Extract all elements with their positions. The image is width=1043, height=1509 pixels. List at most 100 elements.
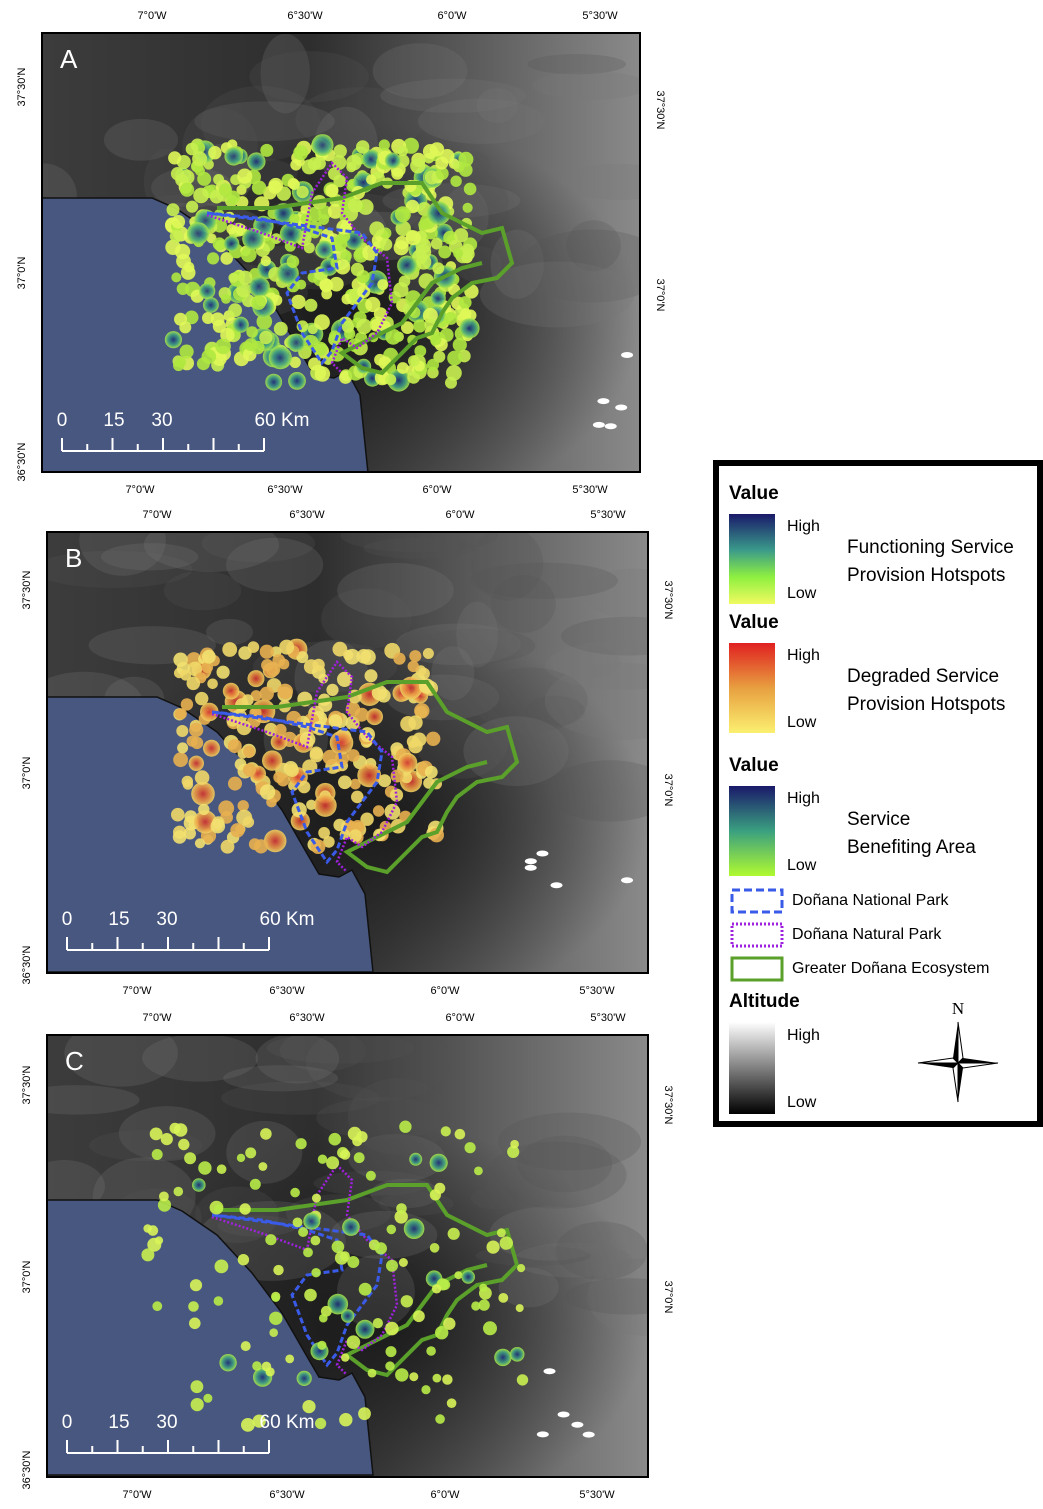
hotspot-dot (228, 739, 242, 753)
bottom-tick-label: 7°0'W (122, 985, 152, 997)
hotspot-dot (347, 1335, 361, 1349)
hotspot-dot (395, 1368, 408, 1381)
top-tick-label: 6°30'W (289, 1012, 325, 1024)
right-tick-label: 37°30'N (662, 581, 674, 620)
hotspot-dot (386, 1346, 397, 1357)
hotspot-dot (432, 262, 444, 274)
legend-label: Functioning Service (847, 537, 1014, 558)
hotspot-dot (430, 1154, 448, 1172)
hotspot-dot (312, 134, 334, 156)
hotspot-dot (414, 345, 426, 357)
map-panel: B0153060 Km (24, 505, 700, 973)
hotspot-dot (348, 198, 363, 213)
hotspot-dot (286, 764, 299, 777)
hotspot-dot (141, 1248, 154, 1261)
relief-patch (418, 99, 545, 144)
left-tick-label: 37°0'N (21, 757, 33, 790)
map-panel: C0153060 Km (9, 1020, 699, 1477)
ramp-high: High (787, 518, 820, 535)
ramp-high: High (787, 790, 820, 807)
hotspot-dot (358, 1407, 371, 1420)
reservoir (605, 423, 617, 429)
scale-label: 60 Km (260, 1412, 315, 1433)
hotspot-dot (211, 819, 226, 834)
hotspot-dot (242, 694, 254, 706)
top-tick-label: 5°30'W (590, 1012, 626, 1024)
left-tick-label: 37°30'N (16, 67, 28, 106)
relief-patch (226, 538, 323, 592)
hotspot-dot (478, 1299, 489, 1310)
hotspot-dot (377, 279, 388, 290)
left-tick-label: 36°30'N (16, 442, 28, 481)
relief-patch (470, 563, 618, 599)
hotspot-dot (198, 804, 209, 815)
hotspot-dot (366, 1171, 376, 1181)
hotspot-dot (311, 1268, 320, 1277)
hotspot-dot (423, 648, 434, 659)
left-tick-label: 37°0'N (16, 257, 28, 290)
hotspot-dot (161, 1133, 173, 1145)
hotspot-dot (203, 1394, 212, 1403)
ramp-low: Low (787, 585, 817, 602)
legend-label: Benefiting Area (847, 837, 976, 858)
hotspot-dot (259, 1162, 268, 1171)
hotspot-dot (329, 714, 343, 728)
hotspot-dot (459, 318, 479, 338)
hotspot-dot (385, 1361, 394, 1370)
relief-patch (249, 51, 369, 102)
relief-patch (547, 760, 673, 821)
hotspot-dot (432, 1284, 441, 1293)
hotspot-dot (341, 1309, 354, 1322)
hotspot-dot (339, 1413, 352, 1426)
hotspot-dot (408, 355, 420, 367)
hotspot-dot (351, 791, 364, 804)
hotspot-dot (454, 228, 468, 242)
hotspot-dot (421, 1385, 430, 1394)
hotspot-dot (442, 1374, 452, 1384)
legend-title: Value (729, 612, 779, 633)
hotspot-dot (338, 776, 352, 790)
hotspot-dot (259, 331, 272, 344)
hotspot-dot (347, 749, 360, 762)
top-tick-label: 7°0'W (137, 10, 167, 22)
hotspot-dot (316, 241, 334, 259)
hotspot-dot (435, 1414, 445, 1424)
hotspot-dot (431, 334, 442, 345)
hotspot-dot (260, 784, 275, 799)
hotspot-dot (269, 1312, 282, 1325)
hotspot-dot (198, 1161, 211, 1174)
hotspot-dot (487, 1241, 500, 1254)
scale-label: 0 (57, 410, 68, 431)
hotspot-dot (272, 1294, 280, 1302)
hotspot-dot (326, 684, 338, 696)
bottom-tick-label: 7°0'W (122, 1489, 152, 1501)
hotspot-dot (171, 808, 185, 822)
hotspot-dot (213, 174, 224, 185)
hotspot-dot (397, 256, 417, 276)
hotspot-dot (413, 319, 426, 332)
hotspot-dot (208, 146, 221, 159)
left-tick-label: 36°30'N (21, 1450, 33, 1489)
hotspot-dot (426, 1346, 436, 1356)
hotspot-dot (298, 781, 311, 794)
scale-label: 0 (62, 1412, 73, 1433)
hotspot-dot (400, 677, 422, 699)
reservoir (583, 1432, 595, 1438)
hotspot-dot (171, 272, 181, 282)
hotspot-dot (375, 1242, 387, 1254)
hotspot-dot (444, 312, 457, 325)
hotspot-dot (265, 1234, 276, 1245)
legend-title: Value (729, 483, 779, 504)
hotspot-dot (298, 1227, 308, 1237)
hotspot-dot (183, 779, 193, 789)
hotspot-dot (341, 1353, 349, 1361)
scale-label: 60 Km (255, 410, 310, 431)
hotspot-dot (447, 351, 462, 366)
hotspot-dot (230, 823, 244, 837)
hotspot-dot (268, 178, 283, 193)
right-tick-label: 37°0'N (654, 279, 666, 312)
hotspot-dot (510, 1347, 525, 1362)
hotspot-dot (168, 151, 181, 164)
hotspot-dot (459, 296, 472, 309)
bottom-tick-label: 6°0'W (422, 484, 452, 496)
